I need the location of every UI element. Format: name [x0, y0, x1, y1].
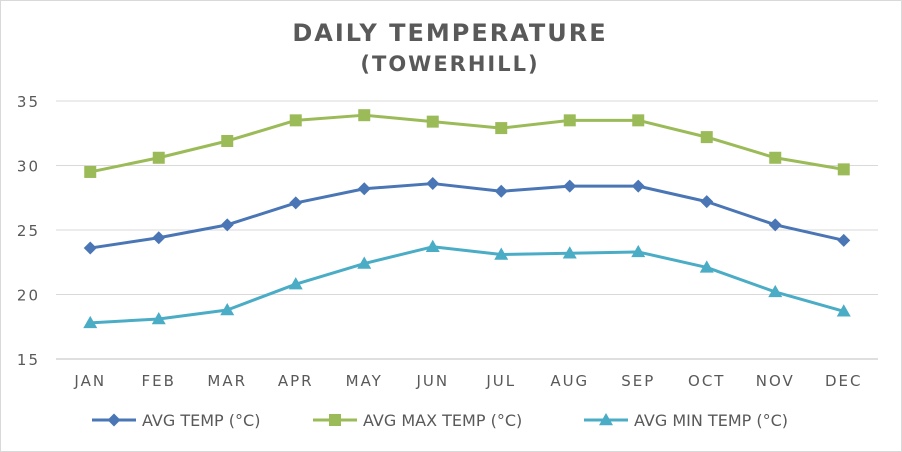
- series-3: [83, 239, 851, 329]
- legend-item: AVG MAX TEMP (°C): [313, 411, 522, 430]
- y-tick-label: 15: [17, 351, 40, 369]
- x-tick-label: JUN: [415, 372, 449, 390]
- legend-marker: [107, 413, 121, 427]
- data-point: [631, 179, 645, 193]
- legend-label: AVG MAX TEMP (°C): [363, 411, 522, 430]
- data-point: [289, 196, 303, 210]
- data-point: [220, 218, 234, 232]
- legend-item: AVG MIN TEMP (°C): [584, 411, 788, 430]
- data-point: [768, 218, 782, 232]
- data-point: [563, 114, 576, 127]
- data-point: [288, 277, 303, 290]
- data-point: [769, 151, 782, 164]
- data-point: [768, 284, 783, 298]
- data-point: [494, 247, 509, 260]
- data-point: [83, 315, 98, 329]
- x-tick-label: OCT: [688, 372, 725, 390]
- gridlines: [56, 100, 878, 360]
- data-point: [289, 114, 302, 127]
- data-point: [425, 239, 440, 253]
- y-tick-label: 30: [17, 158, 40, 176]
- y-tick-label: 20: [17, 287, 40, 305]
- series-line: [88, 245, 846, 325]
- data-point: [83, 241, 97, 255]
- chart-title: DAILY TEMPERATURE: [292, 19, 607, 47]
- x-tick-label: MAR: [207, 372, 247, 390]
- data-point: [426, 115, 439, 128]
- x-tick-label: AUG: [550, 372, 589, 390]
- legend-marker: [329, 414, 341, 426]
- data-point: [837, 233, 851, 247]
- x-tick-label: DEC: [825, 372, 863, 390]
- x-axis-ticks: JAN FEB MAR APR MAY JUN JUL AUG SEP OCT NOV DEC: [73, 372, 863, 390]
- data-point: [837, 163, 850, 176]
- data-point: [152, 231, 166, 245]
- data-point: [562, 246, 577, 259]
- y-tick-label: 25: [17, 222, 40, 240]
- y-axis-ticks: 15 20 25 30 35: [17, 93, 40, 369]
- x-tick-label: NOV: [756, 372, 795, 390]
- data-point: [357, 256, 372, 269]
- series-group: [83, 109, 851, 329]
- data-point: [84, 165, 97, 178]
- data-point: [358, 109, 371, 122]
- data-point: [426, 177, 440, 191]
- data-point: [632, 114, 645, 127]
- data-point: [151, 312, 166, 325]
- data-point: [152, 151, 165, 164]
- data-point: [220, 302, 235, 316]
- data-point: [495, 122, 508, 135]
- data-point: [494, 184, 508, 198]
- data-point: [836, 304, 851, 317]
- legend-label: AVG MIN TEMP (°C): [634, 411, 788, 430]
- x-tick-label: JAN: [73, 372, 106, 390]
- series-2: [84, 109, 850, 178]
- legend-label: AVG TEMP (°C): [142, 411, 260, 430]
- series-1: [83, 177, 851, 255]
- data-point: [221, 134, 234, 147]
- series-line: [88, 113, 846, 174]
- data-point: [700, 195, 714, 209]
- legend-marker: [599, 413, 613, 426]
- x-tick-label: SEP: [621, 372, 655, 390]
- legend-item: AVG TEMP (°C): [92, 411, 260, 430]
- x-tick-label: JUL: [485, 372, 516, 390]
- y-tick-label: 35: [17, 93, 40, 111]
- x-tick-label: APR: [278, 372, 314, 390]
- data-point: [631, 244, 646, 258]
- x-tick-label: MAY: [346, 372, 383, 390]
- chart-subtitle: (TOWERHILL): [360, 52, 539, 76]
- data-point: [699, 260, 714, 273]
- data-point: [563, 179, 577, 193]
- legend: AVG TEMP (°C) AVG MAX TEMP (°C) AVG MIN TE…: [92, 411, 788, 430]
- series-line: [88, 182, 846, 250]
- data-point: [700, 131, 713, 144]
- data-point: [357, 182, 371, 196]
- x-tick-label: FEB: [142, 372, 176, 390]
